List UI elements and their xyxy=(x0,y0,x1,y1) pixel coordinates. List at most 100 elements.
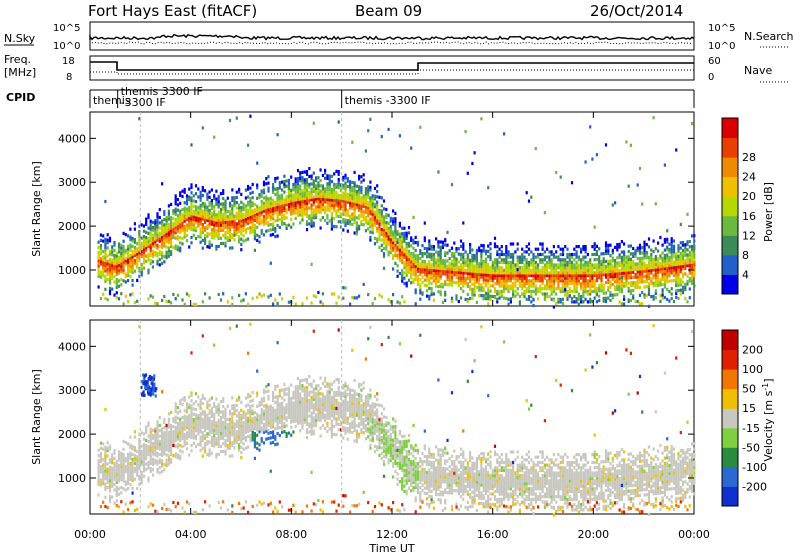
velocity-cell xyxy=(104,495,107,499)
velocity-cell xyxy=(138,453,141,457)
power-cell xyxy=(188,208,191,212)
power-cell xyxy=(301,181,304,185)
power-cell xyxy=(136,299,139,303)
velocity-cell xyxy=(104,448,107,452)
power-cell xyxy=(570,279,574,283)
power-cell xyxy=(679,264,682,269)
power-cell xyxy=(156,251,159,255)
power-cell xyxy=(192,199,195,203)
velocity-cell xyxy=(179,399,182,403)
power-cell xyxy=(156,217,159,221)
power-cell xyxy=(183,235,186,239)
power-cell xyxy=(389,240,392,244)
power-cell xyxy=(437,271,440,275)
power-cell xyxy=(410,281,413,285)
power-cell xyxy=(525,274,528,278)
power-cell xyxy=(287,205,290,209)
velocity-cell xyxy=(201,334,204,338)
power-cell xyxy=(149,259,152,263)
power-cell xyxy=(604,275,608,279)
power-cell xyxy=(582,245,585,249)
power-cell xyxy=(561,289,565,293)
power-cell xyxy=(580,268,583,272)
power-cell xyxy=(380,230,383,234)
power-cell xyxy=(281,193,284,197)
power-cell xyxy=(339,193,343,198)
power-cell xyxy=(283,174,286,178)
power-cell xyxy=(201,246,204,250)
velocity-cell xyxy=(156,451,159,455)
velocity-cell xyxy=(188,427,191,431)
power-cell xyxy=(192,212,195,216)
power-cell xyxy=(636,246,639,250)
power-cell xyxy=(317,181,320,185)
power-cell xyxy=(283,216,286,220)
power-cell xyxy=(285,203,288,207)
power-cell xyxy=(247,208,250,212)
power-cell xyxy=(285,184,288,188)
velocity-cell xyxy=(154,458,157,462)
power-cell xyxy=(249,204,252,209)
power-cell xyxy=(324,197,327,201)
power-cell xyxy=(369,196,372,200)
power-cell xyxy=(351,215,354,219)
velocity-cell xyxy=(219,434,223,438)
power-cell xyxy=(505,281,508,286)
power-cell xyxy=(276,192,279,196)
power-cell xyxy=(394,238,397,242)
power-cell xyxy=(367,227,370,231)
power-cell xyxy=(570,266,574,270)
cpid-segment-label-2: -3300 IF xyxy=(121,96,166,109)
power-cell xyxy=(493,258,497,262)
power-cell xyxy=(589,281,592,286)
power-cell xyxy=(333,198,336,202)
power-cell xyxy=(681,240,685,245)
power-cell xyxy=(339,196,343,200)
velocity-cell xyxy=(136,468,139,472)
power-cell xyxy=(430,293,433,297)
power-cell xyxy=(292,209,295,213)
power-cell xyxy=(283,182,286,186)
power-cell xyxy=(299,171,302,175)
velocity-cell xyxy=(238,398,241,402)
power-cell xyxy=(632,254,635,258)
power-cell xyxy=(609,283,612,287)
power-cell xyxy=(228,214,232,219)
power-cell xyxy=(586,260,589,264)
power-cell xyxy=(199,219,202,223)
power-cell xyxy=(172,246,175,250)
power-cell xyxy=(149,230,152,234)
power-cell xyxy=(570,252,574,257)
power-cell xyxy=(564,258,567,262)
power-cell xyxy=(301,191,304,196)
velocity-cell xyxy=(167,420,170,424)
power-cell xyxy=(392,267,395,271)
power-cell xyxy=(197,224,200,228)
power-cell xyxy=(666,279,669,283)
power-cell xyxy=(151,260,155,264)
power-cell xyxy=(335,301,338,305)
power-cell xyxy=(464,258,467,262)
power-cell xyxy=(398,250,401,254)
power-cell xyxy=(170,244,173,249)
power-cell xyxy=(120,248,123,253)
power-cell xyxy=(584,281,587,286)
power-cell xyxy=(473,274,476,279)
power-cell xyxy=(355,205,358,209)
power-cell xyxy=(147,242,150,246)
power-cell xyxy=(226,223,229,227)
power-cell xyxy=(473,282,476,286)
velocity-cell xyxy=(167,422,170,427)
power-cell xyxy=(294,177,297,181)
power-cell xyxy=(299,179,302,183)
power-cell xyxy=(496,279,499,283)
power-cell xyxy=(679,283,682,287)
power-cell xyxy=(260,207,263,212)
power-cell xyxy=(480,249,483,253)
power-cell xyxy=(303,194,306,198)
power-cell xyxy=(192,217,195,222)
power-cell xyxy=(378,235,381,239)
power-cell xyxy=(530,289,533,293)
power-cell xyxy=(151,239,155,243)
power-cell xyxy=(527,268,531,272)
